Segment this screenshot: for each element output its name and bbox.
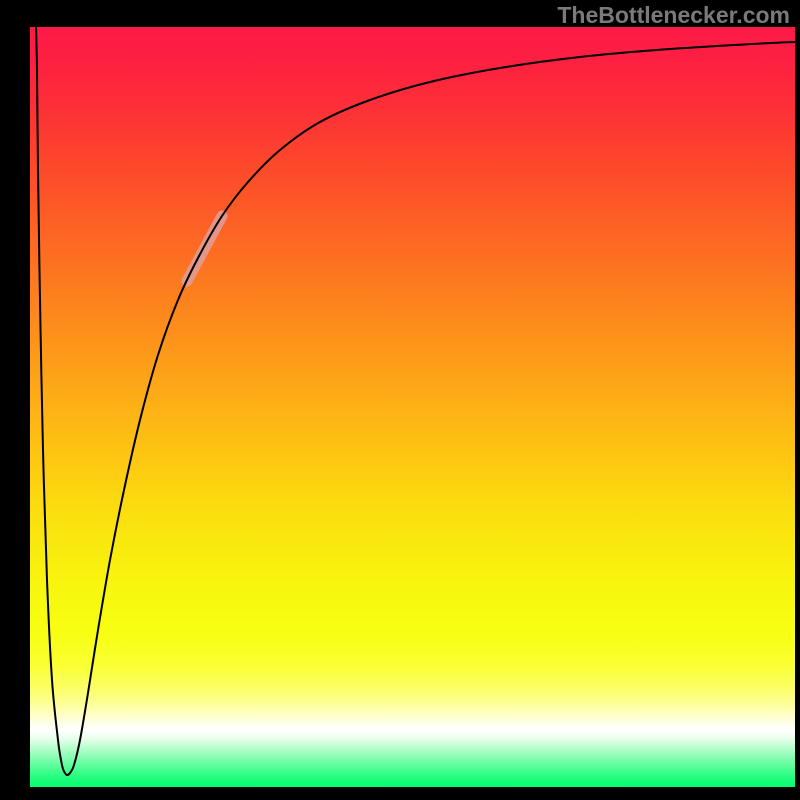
plot-background <box>30 27 795 787</box>
watermark-text: TheBottlenecker.com <box>557 2 790 29</box>
bottleneck-chart: TheBottlenecker.com <box>0 0 800 800</box>
chart-svg <box>0 0 800 800</box>
